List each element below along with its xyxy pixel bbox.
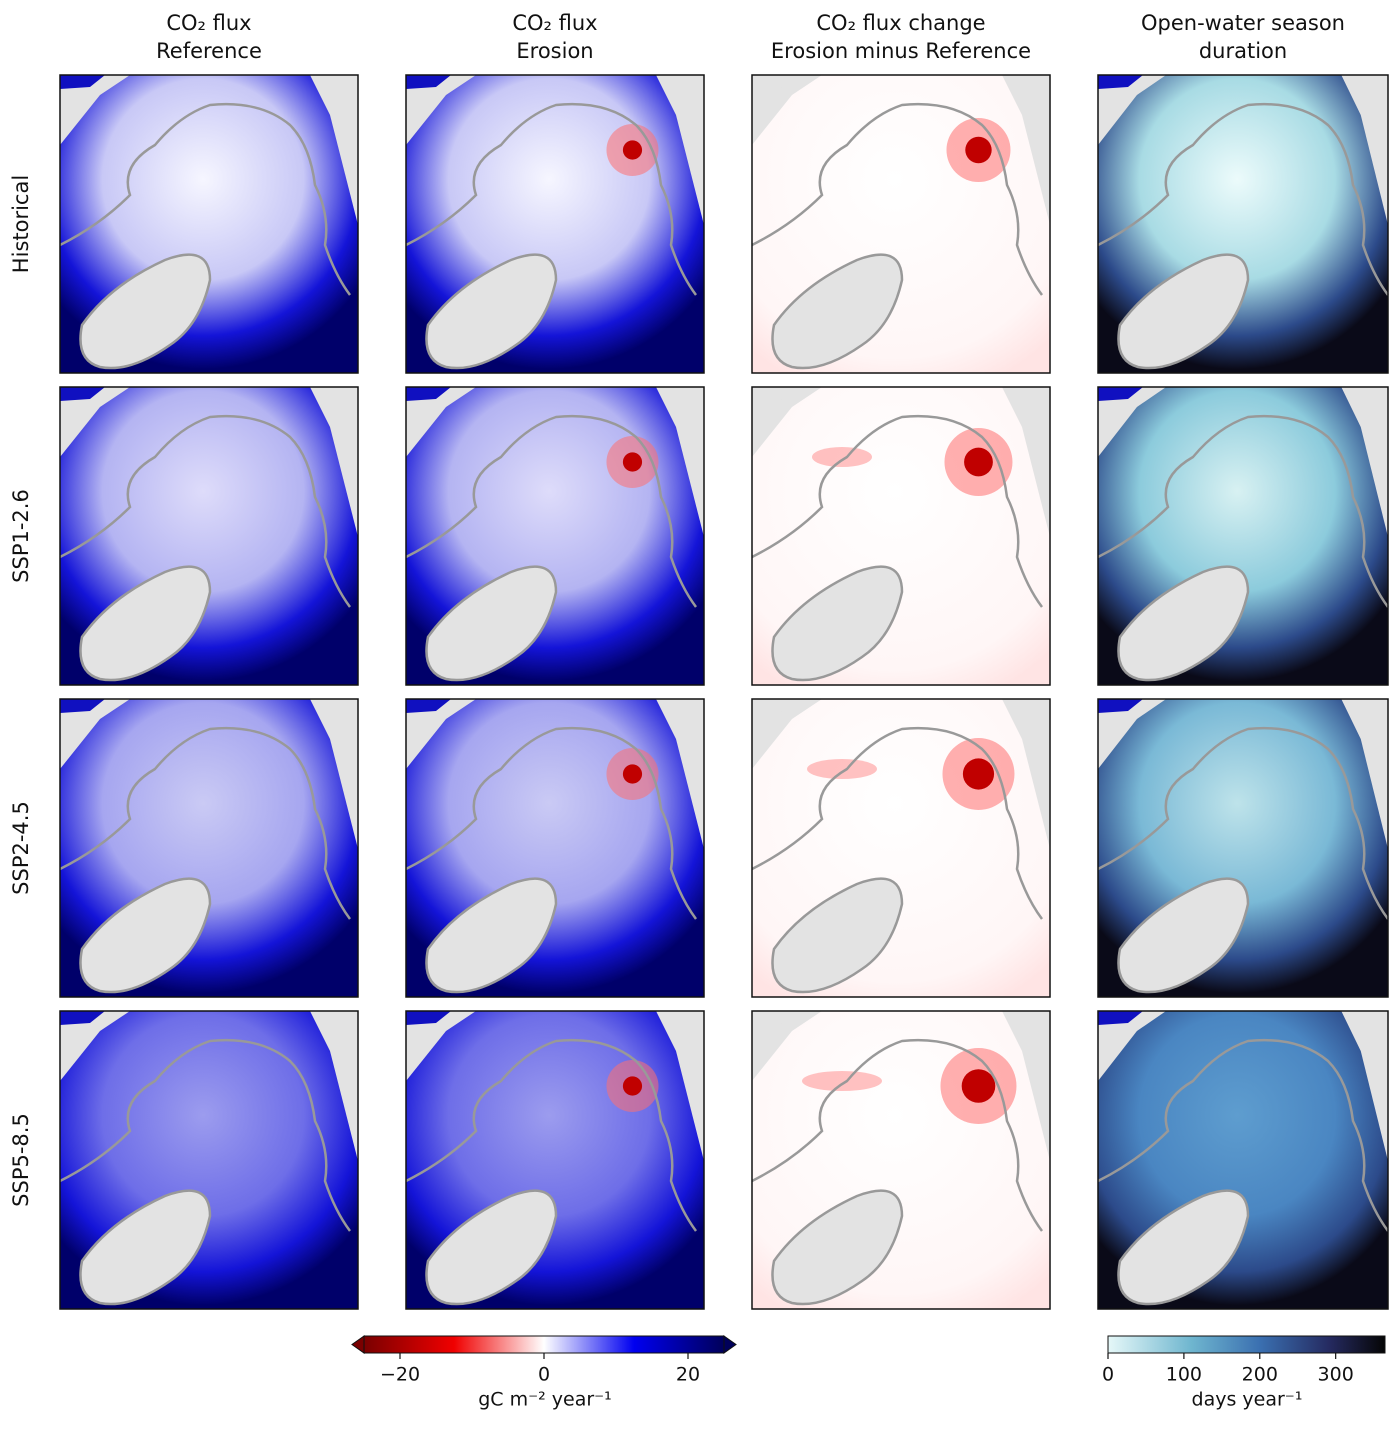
flux-change-edge (812, 447, 872, 467)
flux-hotspot (962, 1069, 996, 1103)
map-panel (60, 75, 358, 373)
colorbar-label: days year⁻¹ (1192, 1389, 1303, 1411)
map-panel (752, 75, 1050, 373)
map-panel (752, 1011, 1050, 1309)
map-panel (60, 699, 358, 997)
flux-change-edge (802, 1071, 882, 1091)
flux-hotspot (964, 448, 993, 477)
flux-hotspot (965, 137, 991, 163)
colorbar-tick-label: 20 (676, 1364, 700, 1386)
column-title: Open-water season (1141, 11, 1345, 35)
row-label: SSP5-8.5 (9, 1113, 33, 1207)
colorbar-tick-label: −20 (380, 1364, 420, 1386)
colorbar (364, 1336, 724, 1353)
map-panel (1098, 1011, 1388, 1309)
map-panel (406, 75, 704, 373)
map-panel (60, 387, 358, 685)
colorbar-tick-label: 0 (538, 1364, 550, 1386)
column-title: CO₂ flux (166, 11, 251, 35)
map-panel (406, 1011, 704, 1309)
colorbar-tick-label: 0 (1102, 1364, 1114, 1386)
column-title: Reference (156, 39, 262, 63)
flux-hotspot (623, 452, 642, 471)
colorbar-tick-label: 200 (1242, 1364, 1278, 1386)
map-panel (406, 387, 704, 685)
map-panel (406, 699, 704, 997)
flux-hotspot (623, 1076, 642, 1095)
figure: CO₂ flux Reference CO₂ flux Erosion CO₂ flux… (0, 0, 1390, 1433)
flux-hotspot (623, 140, 642, 159)
colorbar-label: gC m⁻² year⁻¹ (478, 1389, 612, 1411)
map-panel (1098, 75, 1388, 373)
row-label: Historical (9, 175, 33, 273)
column-title: duration (1199, 39, 1287, 63)
flux-hotspot (963, 758, 994, 789)
row-label: SSP1-2.6 (9, 489, 33, 583)
colorbar-tick-label: 300 (1318, 1364, 1354, 1386)
map-panel (752, 699, 1050, 997)
flux-change-edge (807, 759, 877, 779)
map-panel (60, 1011, 358, 1309)
flux-hotspot (623, 764, 642, 783)
colorbar-extend-low (352, 1336, 364, 1353)
column-title: Erosion (516, 39, 593, 63)
colorbar-tick-label: 100 (1166, 1364, 1202, 1386)
column-title: CO₂ flux change (816, 11, 985, 35)
map-panel (1098, 387, 1388, 685)
row-label: SSP2-4.5 (9, 801, 33, 895)
map-panel (752, 387, 1050, 685)
column-title: Erosion minus Reference (771, 39, 1031, 63)
map-panel (1098, 699, 1388, 997)
colorbar (1108, 1336, 1385, 1353)
column-title: CO₂ flux (512, 11, 597, 35)
colorbar-extend-high (724, 1336, 736, 1353)
